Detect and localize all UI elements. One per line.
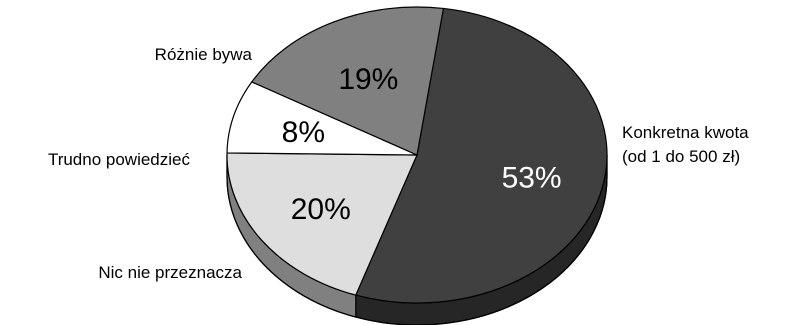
slice-category-label-1: Nic nie przeznacza bbox=[98, 263, 242, 282]
pie-slice-0 bbox=[355, 7, 608, 304]
pie-slices bbox=[226, 6, 608, 304]
slice-category-label-3: Różnie bywa bbox=[155, 45, 253, 64]
pie-sides bbox=[226, 154, 608, 325]
slice-value-label-1: 20% bbox=[291, 193, 351, 226]
pie-rim bbox=[226, 155, 608, 325]
pie-slice-3 bbox=[251, 6, 445, 156]
slice-category-label-0: Konkretna kwota (od 1 do 500 zł) bbox=[622, 123, 749, 166]
slice-value-label-2: 8% bbox=[282, 116, 325, 149]
slice-value-label-0: 53% bbox=[502, 161, 562, 194]
value-labels: 53% 20% 8% 19% bbox=[282, 63, 562, 226]
slice-value-label-3: 19% bbox=[338, 63, 398, 96]
pie-slice-2 bbox=[226, 81, 418, 156]
category-labels: Konkretna kwota (od 1 do 500 zł) Nic nie p… bbox=[48, 45, 749, 282]
pie-slice-1 bbox=[226, 152, 418, 296]
slice-category-label-2: Trudno powiedzieć bbox=[48, 150, 191, 169]
